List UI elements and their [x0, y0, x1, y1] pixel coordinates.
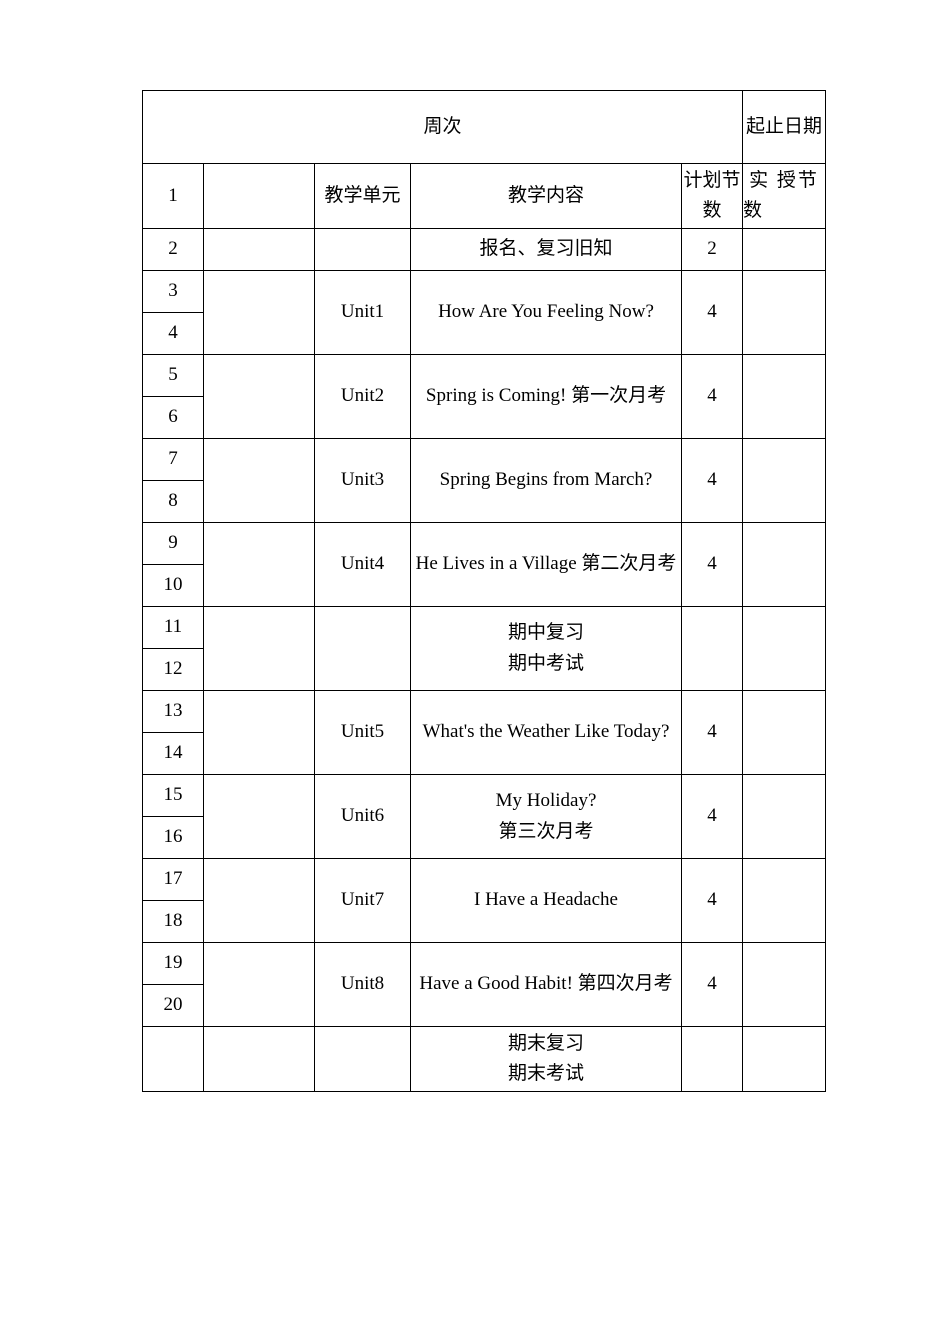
content-cell: He Lives in a Village 第二次月考 — [411, 523, 682, 607]
actual-cell — [743, 229, 826, 271]
unit-cell: Unit3 — [315, 439, 411, 523]
week-num: 15 — [143, 775, 204, 817]
week-num: 8 — [143, 481, 204, 523]
planned-cell: 4 — [682, 355, 743, 439]
content-cell: 期末复习 期末考试 — [411, 1027, 682, 1092]
content-cell: My Holiday? 第三次月考 — [411, 775, 682, 859]
week-num: 17 — [143, 859, 204, 901]
blank-cell — [204, 355, 315, 439]
week-num: 20 — [143, 985, 204, 1027]
content-cell: 报名、复习旧知 — [411, 229, 682, 271]
week-num: 7 — [143, 439, 204, 481]
actual-cell — [743, 355, 826, 439]
week-num: 14 — [143, 733, 204, 775]
unit-cell: Unit2 — [315, 355, 411, 439]
content-cell: 期中复习 期中考试 — [411, 607, 682, 691]
week-num: 12 — [143, 649, 204, 691]
unit-cell — [315, 229, 411, 271]
actual-cell — [743, 271, 826, 355]
content-cell: Spring Begins from March? — [411, 439, 682, 523]
blank-cell — [204, 439, 315, 523]
week-num: 6 — [143, 397, 204, 439]
label-content: 教学内容 — [411, 164, 682, 229]
week-num: 3 — [143, 271, 204, 313]
unit-cell — [315, 1027, 411, 1092]
week-num: 4 — [143, 313, 204, 355]
week-num: 16 — [143, 817, 204, 859]
label-unit: 教学单元 — [315, 164, 411, 229]
planned-cell: 4 — [682, 775, 743, 859]
week-num: 9 — [143, 523, 204, 565]
unit-cell: Unit5 — [315, 691, 411, 775]
week-num: 19 — [143, 943, 204, 985]
actual-cell — [743, 607, 826, 691]
blank-cell — [204, 859, 315, 943]
blank-cell — [204, 943, 315, 1027]
blank-cell — [204, 691, 315, 775]
actual-cell — [743, 691, 826, 775]
schedule-table: 周次 起止日期 1 教学单元 教学内容 计划节数 实 授节数 2 报名、复习旧知… — [142, 90, 826, 1092]
actual-cell — [743, 859, 826, 943]
header-date-label: 起止日期 — [743, 91, 826, 164]
actual-cell — [743, 523, 826, 607]
blank-cell — [204, 607, 315, 691]
content-cell: Have a Good Habit! 第四次月考 — [411, 943, 682, 1027]
blank-cell — [204, 271, 315, 355]
actual-cell — [743, 1027, 826, 1092]
content-cell: How Are You Feeling Now? — [411, 271, 682, 355]
unit-cell — [315, 607, 411, 691]
unit-cell: Unit7 — [315, 859, 411, 943]
unit-cell: Unit6 — [315, 775, 411, 859]
content-cell: Spring is Coming! 第一次月考 — [411, 355, 682, 439]
blank-cell — [204, 1027, 315, 1092]
header-week-label: 周次 — [143, 91, 743, 164]
week-num: 11 — [143, 607, 204, 649]
blank-cell — [204, 775, 315, 859]
unit-cell: Unit1 — [315, 271, 411, 355]
planned-cell — [682, 1027, 743, 1092]
planned-cell: 4 — [682, 439, 743, 523]
content-cell: What's the Weather Like Today? — [411, 691, 682, 775]
actual-cell — [743, 775, 826, 859]
blank-cell — [204, 523, 315, 607]
planned-cell: 2 — [682, 229, 743, 271]
planned-cell: 4 — [682, 523, 743, 607]
planned-cell: 4 — [682, 943, 743, 1027]
week-num: 1 — [143, 164, 204, 229]
blank-cell — [204, 229, 315, 271]
week-num: 18 — [143, 901, 204, 943]
planned-cell — [682, 607, 743, 691]
label-actual: 实 授节数 — [743, 164, 826, 229]
actual-cell — [743, 943, 826, 1027]
week-num: 13 — [143, 691, 204, 733]
content-cell: I Have a Headache — [411, 859, 682, 943]
label-planned: 计划节数 — [682, 164, 743, 229]
unit-cell: Unit4 — [315, 523, 411, 607]
week-num — [143, 1027, 204, 1092]
planned-cell: 4 — [682, 271, 743, 355]
planned-cell: 4 — [682, 691, 743, 775]
planned-cell: 4 — [682, 859, 743, 943]
blank-cell — [204, 164, 315, 229]
week-num: 2 — [143, 229, 204, 271]
week-num: 10 — [143, 565, 204, 607]
unit-cell: Unit8 — [315, 943, 411, 1027]
actual-cell — [743, 439, 826, 523]
week-num: 5 — [143, 355, 204, 397]
